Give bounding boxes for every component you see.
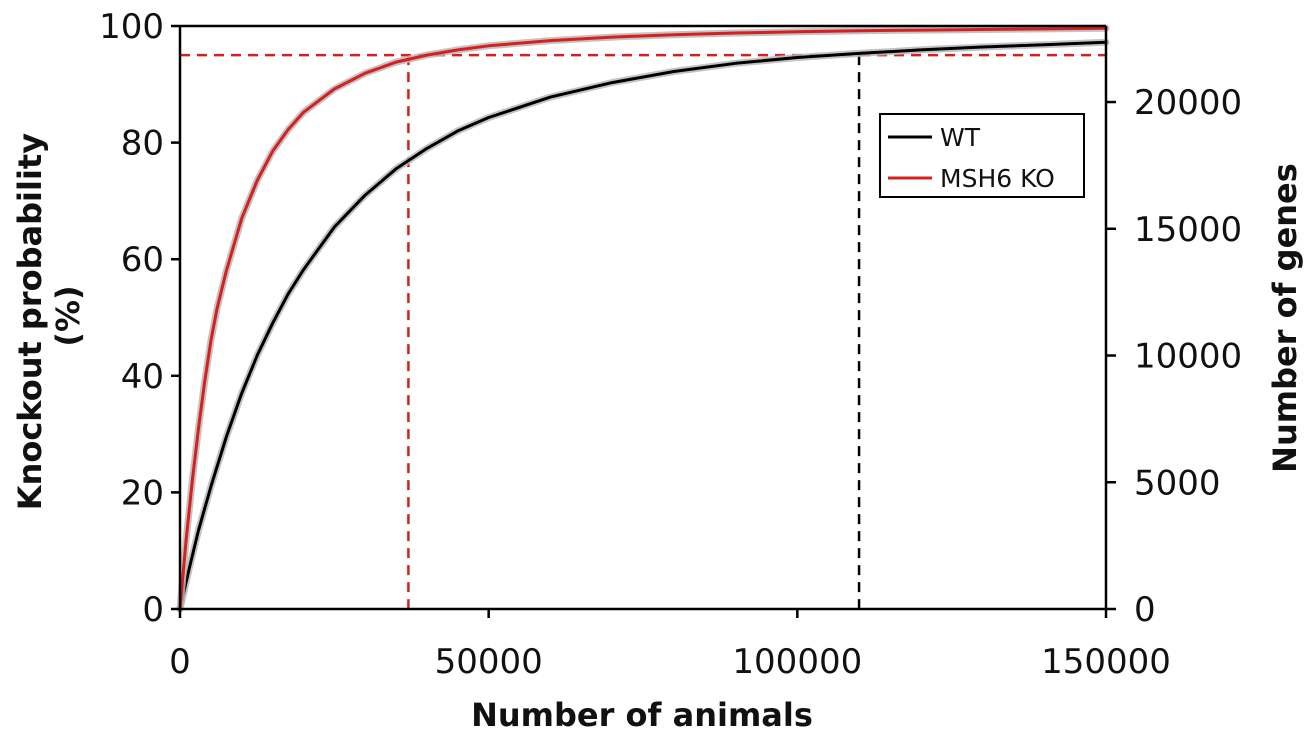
y-axis-title-line-1: Knockout probability: [11, 133, 49, 510]
y2-tick-label: 5000: [1134, 463, 1221, 503]
y-tick-label: 20: [121, 473, 164, 513]
y-axis-title-line-2: (%): [49, 285, 87, 346]
legend-label-msh6-ko: MSH6 KO: [940, 164, 1055, 193]
y2-tick-label: 20000: [1134, 83, 1242, 123]
legend-label-wt: WT: [940, 123, 981, 152]
y-tick-label: 60: [121, 240, 164, 280]
y-tick-label: 100: [99, 7, 164, 47]
x-axis-title: Number of animals: [471, 696, 813, 731]
x-tick-label: 0: [169, 642, 191, 682]
y2-tick-label: 15000: [1134, 210, 1242, 250]
plot-lines: [176, 24, 1110, 613]
y-tick-label: 80: [121, 124, 164, 164]
tick-labels: 0 20 40 60 80 100 0 5000 10000 15000 20000 0 50000 10…: [99, 7, 1242, 682]
axes: [171, 24, 1116, 618]
legend-box: [879, 113, 1085, 198]
legend: WT MSH6 KO: [879, 113, 1085, 198]
y-tick-label: 40: [121, 357, 164, 397]
x-tick-label: 150000: [1041, 642, 1171, 682]
y2-axis-title: Number of genes: [1266, 163, 1304, 473]
x-tick-label: 100000: [732, 642, 862, 682]
y2-tick-label: 10000: [1134, 337, 1242, 377]
series-line-wt: [178, 40, 1108, 611]
series-line-msh6-ko: [178, 26, 1108, 611]
x-tick-label: 50000: [435, 642, 543, 682]
y2-tick-label: 0: [1134, 590, 1156, 630]
y-axis-title: Knockout probability (%): [11, 122, 87, 510]
y-tick-label: 0: [142, 590, 164, 630]
